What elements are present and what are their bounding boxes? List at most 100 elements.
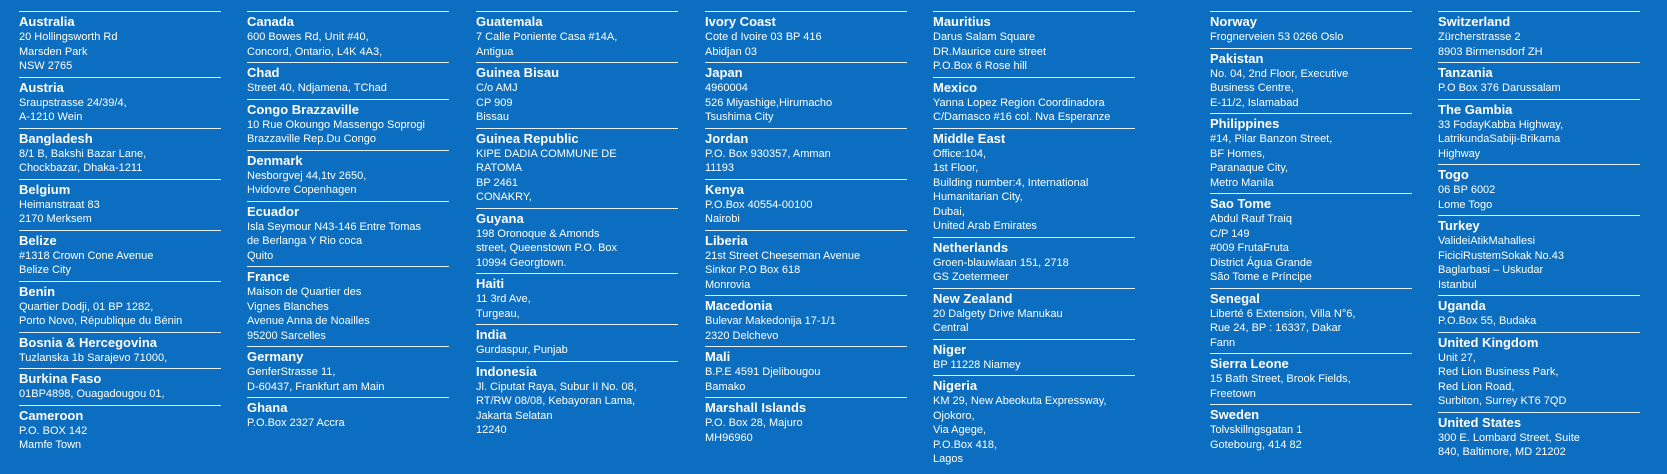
country-name: Philippines — [1210, 116, 1280, 131]
address-line: Abdul Rauf Traiq — [1210, 213, 1292, 225]
country-name: Benin — [19, 283, 56, 299]
country-entry: Macedonia Bulevar Makedonija 17-1/1 2320 D… — [705, 295, 907, 346]
address-line: Jakarta Selatan — [476, 409, 553, 422]
address-line: Nesborgvej 44,1tv 2650, — [247, 169, 367, 182]
country-entry: Mali B.P.E 4591 Djelibougou Bamako — [705, 346, 907, 397]
address-line: No. 04, 2nd Floor, Executive — [1210, 67, 1349, 80]
address-line: 10 Rue Okoungo Massengo Soprogi — [247, 118, 425, 131]
address-line: 840, Baltimore, MD 21202 — [1438, 446, 1566, 458]
country-name: Mali — [705, 349, 731, 364]
country-entry: Canada 600 Bowes Rd, Unit #40, Concord, On… — [247, 11, 449, 62]
address-line: 15 Bath Street, Brook Fields, — [1210, 373, 1351, 385]
country-entry: Bosnia & Hercegovina Tuzlanska 1b Sarajev… — [19, 331, 221, 369]
country-name: Pakistan — [1210, 50, 1264, 66]
address-line: Freetown — [1210, 387, 1256, 400]
address-line: CP 909 — [476, 96, 513, 109]
address-line: Chockbazar, Dhaka-1211 — [19, 162, 143, 174]
address-line: São Tome e Príncipe — [1210, 271, 1312, 283]
address-line: Gotebourg, 414 82 — [1210, 438, 1302, 451]
address-line: Humanitarian City, — [933, 191, 1023, 203]
address-line: BF Homes, — [1210, 147, 1266, 160]
address-line: Via Agege, — [933, 424, 987, 436]
address-line: CONAKRY, — [476, 191, 532, 203]
country-entry: Niger BP 11228 Niamey — [933, 338, 1135, 376]
country-entry: Belgium Heimanstraat 83 2170 Merksem — [19, 178, 221, 230]
country-entry: Guinea Republic KIPE DADIA COMMUNE DE RATO… — [476, 127, 678, 208]
address-line: Heimanstraat 83 — [19, 198, 100, 211]
country-column: Norway Frognerveien 53 0266 Oslo Pakistan N… — [1210, 11, 1412, 455]
country-name: Nigeria — [933, 378, 978, 393]
address-line: Tuzlanska 1b Sarajevo 71000, — [19, 351, 168, 364]
address-line: Darus Salam Square — [933, 31, 1036, 43]
address-line: 600 Bowes Rd, Unit #40, — [247, 31, 369, 43]
address-line: 33 FodayKabba Highway, — [1438, 118, 1564, 131]
address-line: GenferStrasse 11, — [247, 366, 336, 378]
address-line: Zürcherstrasse 2 — [1438, 31, 1521, 43]
country-entry: Norway Frognerveien 53 0266 Oslo — [1210, 11, 1412, 48]
country-entry: Austria Sraupstrasse 24/39/4, A-1210 Wein — [19, 76, 221, 128]
country-name: Ivory Coast — [705, 14, 776, 29]
address-line: 21st Street Cheeseman Avenue — [705, 249, 861, 262]
country-entry: Bangladesh 8/1 B, Bakshi Bazar Lane, Chock… — [19, 127, 221, 179]
address-line: DR.Maurice cure street — [933, 45, 1047, 58]
country-name: Bosnia & Hercegovina — [19, 334, 157, 350]
country-entry: Middle East Office:104, 1st Floor, Building… — [933, 127, 1135, 237]
country-entry: Germany GenferStrasse 11, D-60437, Frankfu… — [247, 346, 449, 397]
address-line: Ojokoro, — [933, 409, 975, 422]
address-line: Maison de Quartier des — [247, 286, 362, 298]
address-line: NSW 2765 — [19, 60, 73, 72]
address-line: P.O Box 376 Darussalam — [1438, 82, 1561, 94]
address-line: 4960004 — [705, 82, 748, 94]
country-entry: Burkina Faso 01BP4898, Ouagadougou 01, — [19, 368, 221, 405]
country-entry: Ivory Coast Cote d Ivoire 03 BP 416 Abidja… — [705, 11, 907, 62]
address-line: 526 Miyashige,Hirumacho — [705, 96, 833, 109]
country-name: Guinea Bisau — [476, 65, 560, 80]
country-entry: Philippines #14, Pilar Banzon Street, BF H… — [1210, 113, 1412, 193]
address-line: Sraupstrasse 24/39/4, — [19, 96, 127, 109]
address-line: 20 Dalgety Drive Manukau — [933, 307, 1063, 320]
country-entry: Guinea Bisau C/o AMJ CP 909 Bissau — [476, 62, 678, 128]
address-line: 01BP4898, Ouagadougou 01, — [19, 388, 165, 400]
address-line: 11 3rd Ave, — [476, 293, 531, 305]
address-line: 10994 Georgtown. — [476, 256, 567, 269]
country-name: United Kingdom — [1438, 334, 1539, 350]
country-entry: Pakistan No. 04, 2nd Floor, Executive Busi… — [1210, 47, 1412, 114]
country-entry: The Gambia 33 FodayKabba Highway, Latrikun… — [1438, 98, 1640, 165]
address-line: Quito — [247, 249, 274, 262]
country-name: Denmark — [247, 152, 303, 168]
country-entry: Cameroon P.O. BOX 142 Mamfe Town — [19, 404, 221, 456]
address-line: Street 40, Ndjamena, TChad — [247, 82, 387, 94]
country-entry: Turkey ValideiAtikMahallesi FiciciRustemSo… — [1438, 215, 1640, 295]
country-entry: New Zealand 20 Dalgety Drive Manukau Centr… — [933, 287, 1135, 339]
address-line: Highway — [1438, 147, 1481, 160]
address-line: Mamfe Town — [19, 439, 82, 451]
address-line: Marsden Park — [19, 45, 88, 58]
address-line: Fann — [1210, 336, 1236, 349]
country-entry: Mexico Yanna Lopez Region Coordinadora C/D… — [933, 76, 1135, 128]
address-line: Metro Manila — [1210, 176, 1274, 189]
country-name: Belize — [19, 232, 57, 248]
address-line: Monrovia — [705, 278, 751, 291]
country-name: Senegal — [1210, 290, 1260, 306]
country-name: Uganda — [1438, 298, 1486, 313]
country-name: The Gambia — [1438, 101, 1513, 117]
address-line: E-11/2, Islamabad — [1210, 96, 1299, 109]
address-line: Tsushima City — [705, 111, 774, 123]
address-line: Dubai, — [933, 205, 965, 218]
address-line: C/o AMJ — [476, 82, 518, 94]
address-line: Red Lion Business Park, — [1438, 366, 1559, 378]
address-line: KM 29, New Abeokuta Expressway, — [933, 395, 1107, 407]
address-line: Yanna Lopez Region Coordinadora — [933, 96, 1105, 109]
country-name: Tanzania — [1438, 65, 1493, 80]
country-name: Ghana — [247, 400, 288, 415]
address-line: D-60437, Frankfurt am Main — [247, 380, 385, 393]
country-name: Jordan — [705, 130, 749, 146]
address-line: Hvidovre Copenhagen — [247, 184, 357, 196]
address-line: LatrikundaSabiji-Brikama — [1438, 133, 1561, 145]
country-entry: Indonesia Jl. Ciputat Raya, Subur II No. … — [476, 360, 678, 441]
address-line: Turgeau, — [476, 307, 520, 320]
country-entry: Ghana P.O.Box 2327 Accra — [247, 397, 449, 434]
address-line: Surbiton, Surrey KT6 7QD — [1438, 395, 1567, 407]
address-line: de Berlanga Y Rio coca — [247, 235, 363, 247]
